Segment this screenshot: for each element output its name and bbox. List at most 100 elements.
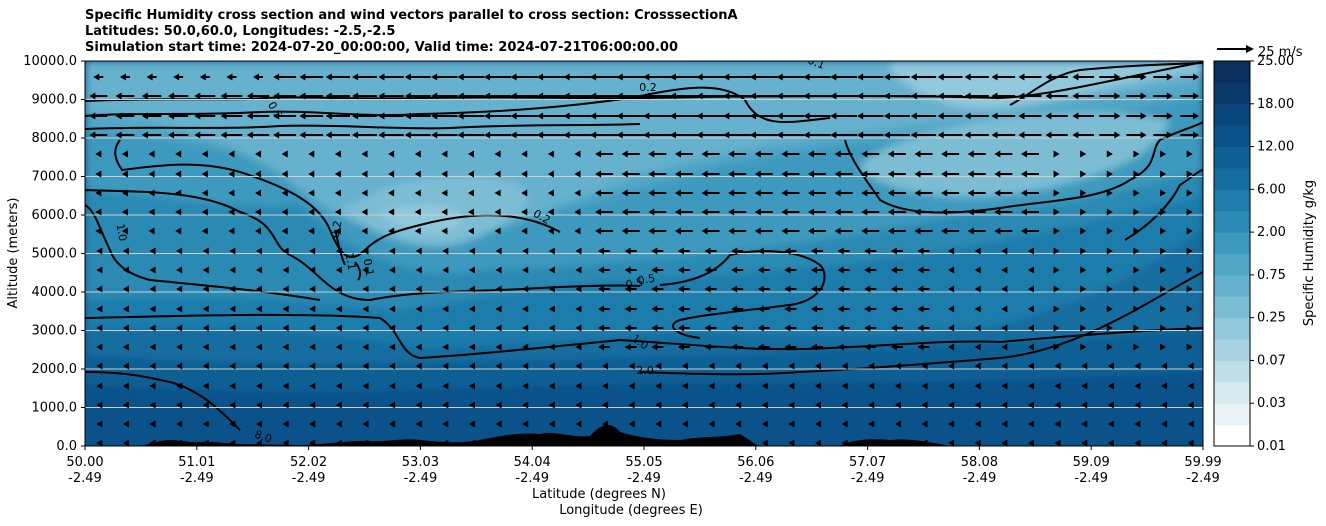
- wind-vector: [1053, 189, 1060, 197]
- wind-vector: [830, 73, 857, 81]
- wind-vector: [1001, 401, 1008, 409]
- wind-vector: [621, 170, 640, 178]
- wind-vector: [1160, 170, 1167, 178]
- wind-vector: [808, 208, 827, 216]
- wind-vector: [895, 460, 901, 467]
- wind-vector: [229, 324, 236, 332]
- wind-vector: [830, 131, 857, 139]
- wind-vector: [669, 112, 698, 120]
- wind-vector: [864, 266, 877, 274]
- wind-vector: [757, 343, 770, 351]
- wind-vector: [441, 150, 448, 158]
- wind-vector: [1053, 324, 1060, 332]
- wind-vector: [857, 92, 884, 100]
- wind-vector: [148, 170, 155, 178]
- wind-vector: [948, 305, 955, 313]
- wind-vector: [175, 170, 182, 178]
- wind-vector: [282, 266, 289, 274]
- wind-vector: [150, 479, 156, 486]
- wind-vector: [548, 266, 555, 274]
- wind-vector: [914, 227, 933, 235]
- wind-vector: [335, 420, 342, 428]
- wind-vector: [122, 266, 129, 274]
- wind-vector: [389, 439, 396, 446]
- wind-vector: [837, 247, 850, 255]
- wind-vector: [468, 439, 475, 446]
- x-tick-label-lat: 57.07: [849, 455, 886, 470]
- wind-vector: [273, 131, 297, 139]
- wind-vector: [895, 498, 901, 505]
- wind-vector: [1106, 343, 1113, 351]
- wind-vector: [1055, 498, 1061, 505]
- wind-vector: [1001, 247, 1008, 255]
- wind-vector: [784, 343, 797, 351]
- colorbar-tick-label: 12.00: [1257, 140, 1294, 155]
- wind-vector: [575, 247, 582, 255]
- wind-vector: [1028, 479, 1034, 486]
- contour-2-0: [639, 271, 1203, 376]
- wind-vector: [991, 112, 1016, 120]
- wind-vector: [176, 401, 183, 409]
- wind-vector: [750, 112, 778, 120]
- wind-vector: [994, 189, 1013, 197]
- wind-vector: [202, 420, 209, 428]
- wind-vector: [890, 266, 903, 274]
- wind-vector: [1133, 150, 1140, 158]
- wind-vector: [861, 208, 880, 216]
- terrain: [85, 425, 1203, 446]
- wind-vector: [282, 420, 289, 428]
- wind-vector: [378, 131, 404, 139]
- wind-vector: [441, 170, 448, 178]
- wind-vector: [201, 189, 208, 197]
- wind-vector: [415, 362, 422, 370]
- wind-vector: [784, 305, 797, 313]
- y-tick-label: 1000.0: [32, 401, 78, 416]
- wind-vector: [1106, 324, 1113, 332]
- wind-vector: [309, 285, 316, 293]
- wind-vector: [522, 285, 529, 293]
- wind-vector: [442, 479, 448, 486]
- x-tick-label-lat: 53.03: [402, 455, 439, 470]
- wind-vector: [834, 150, 853, 158]
- wind-vector: [701, 189, 720, 197]
- wind-vector: [175, 189, 182, 197]
- wind-vector: [575, 266, 582, 274]
- wind-vector: [575, 343, 582, 351]
- wind-vector: [149, 362, 156, 370]
- wind-vector: [1186, 227, 1193, 235]
- wind-vector: [815, 362, 822, 370]
- wind-vector: [964, 131, 989, 139]
- colorbar-tick-label: 0.25: [1257, 311, 1286, 326]
- wind-vector: [389, 285, 396, 293]
- wind-vector: [1080, 189, 1087, 197]
- wind-vector: [469, 498, 475, 505]
- wind-vector: [728, 208, 747, 216]
- wind-vector: [496, 460, 502, 467]
- x-tick-label-lon: -2.49: [292, 471, 326, 486]
- x-axis-label-lon: Longitude (degrees E): [559, 503, 703, 518]
- wind-vector: [442, 324, 449, 332]
- wind-vector: [754, 227, 773, 235]
- wind-vector: [937, 73, 963, 81]
- wind-vector: [784, 324, 797, 332]
- wind-vector: [202, 362, 209, 370]
- wind-vector: [548, 401, 555, 409]
- wind-vector: [96, 439, 103, 446]
- wind-vector: [834, 170, 853, 178]
- wind-vector: [352, 131, 377, 139]
- wind-vector: [415, 343, 422, 351]
- wind-vector: [815, 401, 822, 409]
- wind-vector: [651, 305, 664, 313]
- wind-vector: [761, 420, 768, 428]
- wind-vector: [467, 170, 474, 178]
- wind-vector: [815, 420, 822, 428]
- wind-vector: [95, 150, 102, 158]
- wind-vector: [282, 247, 289, 255]
- wind-vector: [415, 285, 422, 293]
- wind-vector: [1126, 131, 1147, 139]
- wind-vector: [389, 401, 396, 409]
- wind-vector: [1001, 305, 1008, 313]
- wind-vector: [948, 285, 955, 293]
- wind-vector: [811, 285, 824, 293]
- wind-vector: [1180, 112, 1200, 120]
